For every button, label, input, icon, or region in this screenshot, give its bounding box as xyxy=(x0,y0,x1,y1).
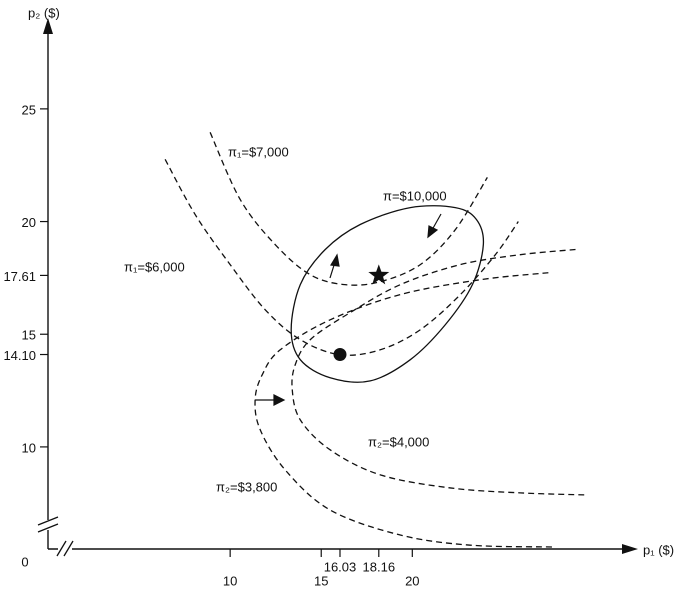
origin-label: 0 xyxy=(21,554,28,569)
y-axis-arrow xyxy=(43,18,53,34)
x-axis-arrow xyxy=(622,544,638,554)
y-tick-label: 10 xyxy=(22,440,36,455)
curve-label: π₁=$7,000 xyxy=(228,144,289,159)
y-axis-label: p₂ ($) xyxy=(28,5,60,20)
x-tick-label: 20 xyxy=(405,573,419,588)
x-tick-label: 15 xyxy=(314,573,328,588)
x-tick-label: 16.03 xyxy=(324,559,357,574)
curve-label: π₁=$6,000 xyxy=(124,259,185,274)
y-tick-label: 14.10 xyxy=(3,348,36,363)
curve-label: π=$10,000 xyxy=(383,188,447,203)
star-point xyxy=(368,264,390,285)
curve xyxy=(291,248,586,496)
y-tick-label: 25 xyxy=(22,102,36,117)
curve xyxy=(254,272,553,548)
curve-label: π₂=$3,800 xyxy=(216,479,277,494)
curve-label: π₂=$4,000 xyxy=(368,434,429,449)
curve xyxy=(164,159,519,356)
x-tick-label: 10 xyxy=(223,573,237,588)
y-tick-label: 20 xyxy=(22,215,36,230)
axis-breaks xyxy=(37,516,74,557)
x-axis-label: p₁ ($) xyxy=(643,542,674,557)
curve xyxy=(209,132,488,286)
direction-arrows xyxy=(255,213,442,406)
curve xyxy=(290,205,485,383)
y-tick-label: 17.61 xyxy=(3,269,36,284)
y-tick-label: 15 xyxy=(22,328,36,343)
dot-point xyxy=(333,348,347,362)
x-tick-label: 18.16 xyxy=(363,559,396,574)
